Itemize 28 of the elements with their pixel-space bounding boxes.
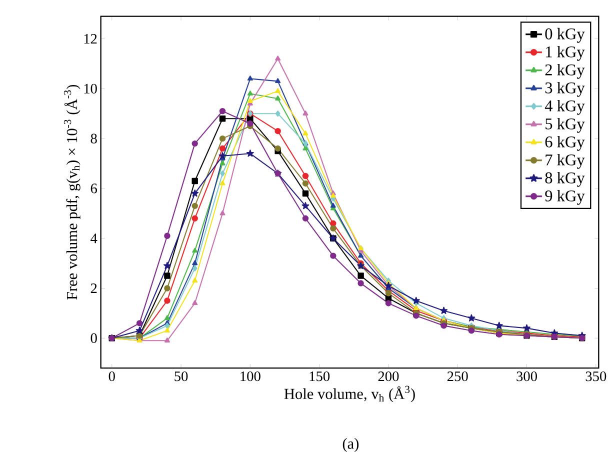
y-axis-title: Free volume pdf, g(v$_{h}$) × 10$^{-3}$ (Å$^{-3}$): [64, 84, 80, 300]
y-tick-label: 8: [90, 134, 97, 144]
x-tick-label: 150: [310, 371, 330, 382]
y-tick-label: 10: [84, 84, 97, 94]
legend-label: 6 kGy: [545, 136, 585, 151]
legend-label: 1 kGy: [546, 46, 585, 61]
legend-label: 2 kGy: [545, 64, 585, 79]
x-tick-label: 350: [586, 371, 606, 382]
x-axis-title: Hole volume, v$_{h}$ (Å$^{3}$): [284, 386, 415, 402]
legend-label: 8 kGy: [545, 172, 585, 187]
y-tick-label: 6: [90, 184, 98, 194]
x-tick-label: 250: [447, 371, 468, 382]
y-tick-label: 0: [90, 333, 97, 343]
x-tick-label: 100: [240, 371, 260, 382]
y-tick-label: 2: [90, 283, 97, 293]
text: (a): [342, 438, 359, 452]
y-tick-label: 12: [84, 34, 97, 44]
legend-label: 7 kGy: [546, 154, 585, 169]
x-tick-label: 300: [516, 371, 537, 382]
legend-label: 4 kGy: [544, 100, 585, 115]
x-tick-label: 50: [174, 371, 188, 382]
legend-label: 3 kGy: [545, 82, 585, 97]
legend-label: 0 kGy: [545, 28, 585, 43]
x-tick-label: 200: [378, 371, 399, 382]
y-tick-label: 4: [90, 234, 98, 244]
legend-label: 5 kGy: [546, 118, 585, 133]
legend-label: 9 kGy: [545, 190, 585, 205]
x-tick-label: 0: [108, 371, 115, 382]
